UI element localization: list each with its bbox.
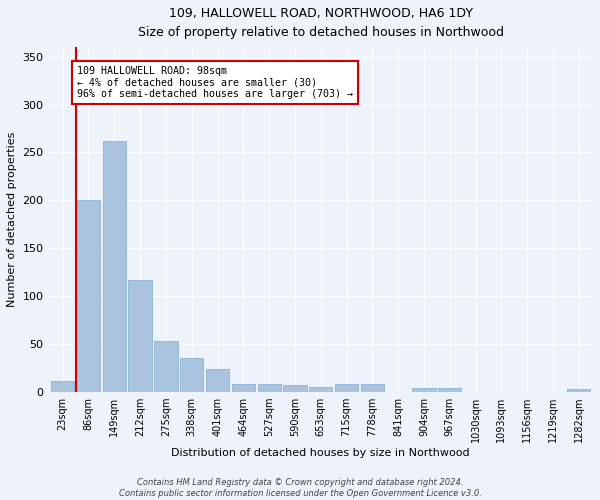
Bar <box>128 280 152 392</box>
Title: 109, HALLOWELL ROAD, NORTHWOOD, HA6 1DY
Size of property relative to detached ho: 109, HALLOWELL ROAD, NORTHWOOD, HA6 1DY … <box>138 7 504 39</box>
Bar <box>154 342 178 392</box>
Bar <box>77 200 100 392</box>
Bar <box>103 141 126 392</box>
Bar <box>438 388 461 392</box>
Bar <box>257 384 281 392</box>
Bar <box>206 369 229 392</box>
Bar <box>51 380 74 392</box>
Bar <box>361 384 384 392</box>
Bar <box>309 388 332 392</box>
Bar <box>412 388 436 392</box>
Bar <box>283 386 307 392</box>
Bar <box>180 358 203 392</box>
Bar <box>232 384 255 392</box>
Text: Contains HM Land Registry data © Crown copyright and database right 2024.
Contai: Contains HM Land Registry data © Crown c… <box>119 478 481 498</box>
Bar <box>567 390 590 392</box>
Bar <box>335 384 358 392</box>
Text: 109 HALLOWELL ROAD: 98sqm
← 4% of detached houses are smaller (30)
96% of semi-d: 109 HALLOWELL ROAD: 98sqm ← 4% of detach… <box>77 66 353 100</box>
X-axis label: Distribution of detached houses by size in Northwood: Distribution of detached houses by size … <box>172 448 470 458</box>
Y-axis label: Number of detached properties: Number of detached properties <box>7 132 17 308</box>
